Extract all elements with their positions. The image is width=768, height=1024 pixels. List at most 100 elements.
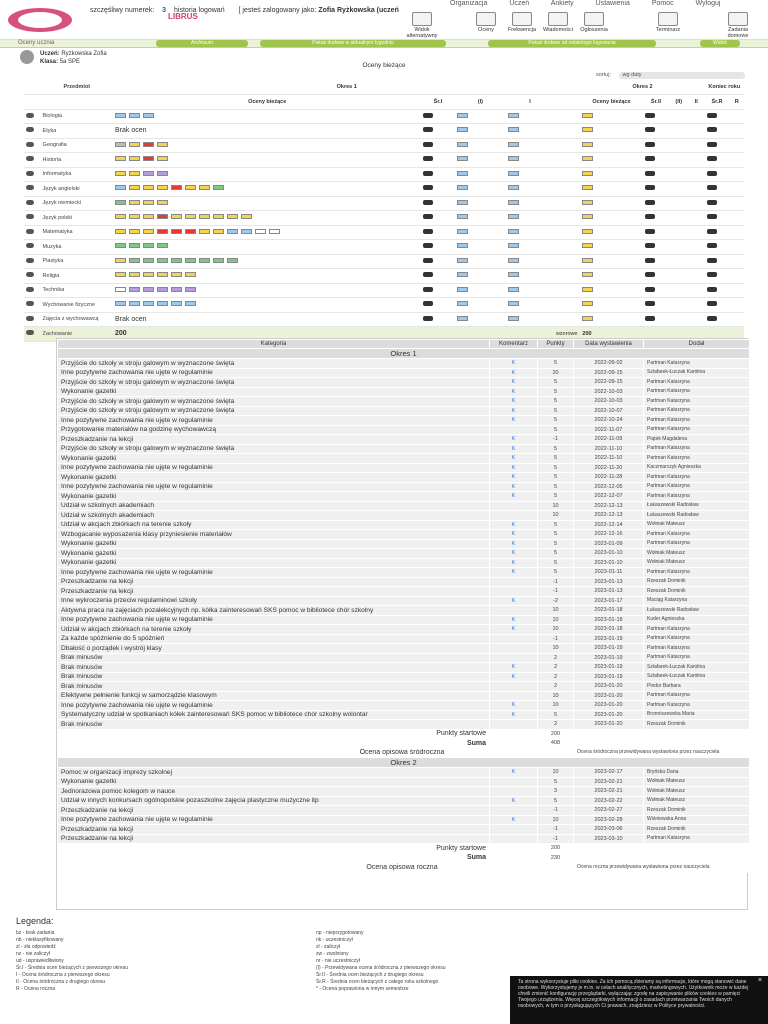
comment-icon[interactable]: K bbox=[511, 445, 516, 452]
grade-chip[interactable] bbox=[142, 199, 154, 205]
grade-chip[interactable] bbox=[142, 141, 154, 147]
comment-icon[interactable]: K bbox=[511, 407, 516, 414]
collapse-icon[interactable] bbox=[26, 330, 34, 336]
grade-chip[interactable] bbox=[156, 156, 168, 162]
grade-chip[interactable] bbox=[128, 112, 140, 118]
grade-chip[interactable] bbox=[114, 141, 126, 147]
grade-chip[interactable] bbox=[582, 286, 594, 292]
menu-ustawienia[interactable]: Ustawienia bbox=[595, 0, 630, 7]
grade-chip[interactable] bbox=[212, 257, 224, 263]
homework-button[interactable]: Zadania domowe bbox=[720, 12, 756, 39]
comment-icon[interactable]: K bbox=[511, 455, 516, 462]
grade-chip[interactable] bbox=[142, 228, 154, 234]
grade-chip[interactable] bbox=[114, 272, 126, 278]
grade-chip[interactable] bbox=[582, 272, 594, 278]
grades-button[interactable]: Oceny bbox=[468, 12, 504, 33]
grade-chip[interactable] bbox=[142, 286, 154, 292]
grade-chip[interactable] bbox=[142, 272, 154, 278]
tab-widok[interactable]: Widok bbox=[700, 40, 740, 47]
grade-chip[interactable] bbox=[128, 156, 140, 162]
menu-pomoc[interactable]: Pomoc bbox=[651, 0, 674, 7]
grade-chip[interactable] bbox=[170, 272, 182, 278]
grade-chip[interactable] bbox=[156, 141, 168, 147]
user-name[interactable]: Zofia Ryżkowska (uczeń bbox=[318, 7, 399, 14]
grade-chip[interactable] bbox=[142, 301, 154, 307]
comment-icon[interactable]: K bbox=[511, 379, 516, 386]
comment-icon[interactable]: K bbox=[511, 597, 516, 604]
grade-chip[interactable] bbox=[128, 272, 140, 278]
grade-chip[interactable] bbox=[212, 185, 224, 191]
grade-chip[interactable] bbox=[226, 214, 238, 220]
grade-chip[interactable] bbox=[240, 214, 252, 220]
grade-chip[interactable] bbox=[582, 127, 594, 133]
announcements-button[interactable]: Ogłoszenia bbox=[576, 12, 612, 33]
grade-chip[interactable] bbox=[128, 199, 140, 205]
expand-icon[interactable] bbox=[26, 272, 34, 278]
grade-chip[interactable] bbox=[128, 214, 140, 220]
expand-icon[interactable] bbox=[26, 228, 34, 234]
grade-chip[interactable] bbox=[170, 257, 182, 263]
expand-icon[interactable] bbox=[26, 170, 34, 176]
grade-chip[interactable] bbox=[142, 170, 154, 176]
grade-chip[interactable] bbox=[226, 228, 238, 234]
close-icon[interactable]: × bbox=[757, 977, 762, 984]
comment-icon[interactable]: K bbox=[511, 464, 516, 471]
grade-chip[interactable] bbox=[128, 228, 140, 234]
grade-chip[interactable] bbox=[156, 199, 168, 205]
grade-chip[interactable] bbox=[582, 214, 594, 220]
grade-chip[interactable] bbox=[114, 156, 126, 162]
grade-chip[interactable] bbox=[156, 170, 168, 176]
alt-view-button[interactable]: Widok alternatywny bbox=[404, 12, 440, 39]
expand-icon[interactable] bbox=[26, 185, 34, 191]
expand-icon[interactable] bbox=[26, 156, 34, 162]
comment-icon[interactable]: K bbox=[511, 769, 516, 776]
grade-chip[interactable] bbox=[184, 257, 196, 263]
calendar-button[interactable]: Terminarz bbox=[650, 12, 686, 33]
grade-chip[interactable] bbox=[114, 185, 126, 191]
comment-icon[interactable]: K bbox=[511, 388, 516, 395]
menu-uczen[interactable]: Uczeń bbox=[509, 0, 530, 7]
grade-chip[interactable] bbox=[156, 228, 168, 234]
comment-icon[interactable]: K bbox=[511, 664, 516, 671]
expand-icon[interactable] bbox=[26, 112, 34, 118]
expand-icon[interactable] bbox=[26, 243, 34, 249]
comment-icon[interactable]: K bbox=[511, 626, 516, 633]
expand-icon[interactable] bbox=[26, 141, 34, 147]
grade-chip[interactable] bbox=[114, 170, 126, 176]
comment-icon[interactable]: K bbox=[511, 816, 516, 823]
grade-chip[interactable] bbox=[582, 112, 594, 118]
comment-icon[interactable]: K bbox=[511, 673, 516, 680]
expand-icon[interactable] bbox=[26, 286, 34, 292]
grade-chip[interactable] bbox=[184, 185, 196, 191]
grade-chip[interactable] bbox=[184, 286, 196, 292]
comment-icon[interactable]: K bbox=[511, 360, 516, 367]
comment-icon[interactable]: K bbox=[511, 521, 516, 528]
grade-chip[interactable] bbox=[156, 272, 168, 278]
grade-chip[interactable] bbox=[170, 185, 182, 191]
comment-icon[interactable]: K bbox=[511, 531, 516, 538]
grade-chip[interactable] bbox=[114, 214, 126, 220]
history-link[interactable]: historia logowań bbox=[174, 7, 225, 14]
messages-button[interactable]: Wiadomości bbox=[540, 12, 576, 33]
grade-chip[interactable] bbox=[198, 214, 210, 220]
comment-icon[interactable]: K bbox=[511, 369, 516, 376]
grade-chip[interactable] bbox=[226, 257, 238, 263]
grade-chip[interactable] bbox=[128, 185, 140, 191]
grade-chip[interactable] bbox=[156, 185, 168, 191]
grade-chip[interactable] bbox=[184, 214, 196, 220]
grade-chip[interactable] bbox=[114, 228, 126, 234]
grade-chip[interactable] bbox=[128, 243, 140, 249]
grade-chip[interactable] bbox=[184, 272, 196, 278]
comment-icon[interactable]: K bbox=[511, 797, 516, 804]
grade-chip[interactable] bbox=[254, 228, 266, 234]
comment-icon[interactable]: K bbox=[511, 417, 516, 424]
comment-icon[interactable]: K bbox=[511, 569, 516, 576]
grade-chip[interactable] bbox=[198, 228, 210, 234]
comment-icon[interactable]: K bbox=[511, 702, 516, 709]
comment-icon[interactable]: K bbox=[511, 483, 516, 490]
grade-chip[interactable] bbox=[184, 301, 196, 307]
tab-since-login[interactable]: Pokaż dodane od ostatniego logowania bbox=[488, 40, 656, 47]
expand-icon[interactable] bbox=[26, 315, 34, 321]
expand-icon[interactable] bbox=[26, 127, 34, 133]
grade-chip[interactable] bbox=[582, 315, 594, 321]
